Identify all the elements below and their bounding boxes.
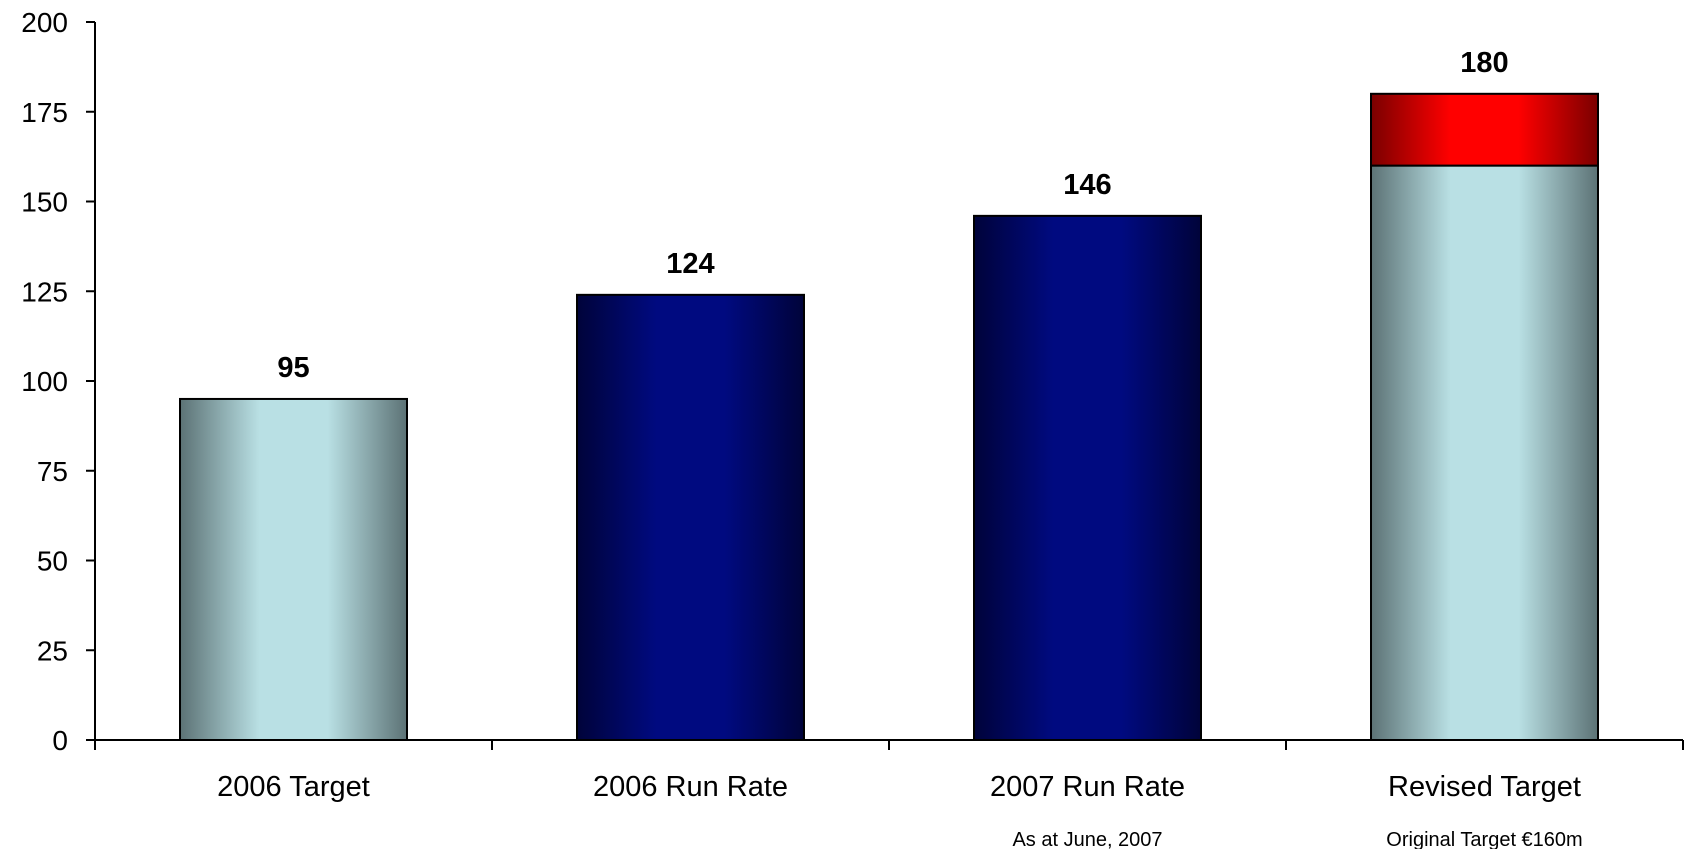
bar-revised-target [1370,164,1599,742]
data-label: 95 [277,352,309,384]
bar-revised-target-segment-2 [1370,92,1599,167]
y-tick-label: 75 [37,456,68,487]
y-tick-label: 25 [37,635,68,666]
x-category-label: 2006 Target [217,771,370,803]
y-tick-label: 175 [21,97,68,128]
bars-layer [179,92,1599,742]
bar-2007-run-rate [973,214,1202,742]
category-note: Original Target €160m [1386,829,1582,849]
category-note: As at June, 2007 [1012,829,1162,849]
y-tick-label: 125 [21,276,68,307]
y-tick-label: 50 [37,546,68,577]
y-tick-label: 100 [21,366,68,397]
x-category-label: 2006 Run Rate [593,771,788,803]
y-tick-label: 200 [21,7,68,38]
x-category-label: 2007 Run Rate [990,771,1185,803]
bar-2006-target [179,397,408,741]
x-category-label: Revised Target [1388,771,1581,803]
y-tick-label: 0 [52,725,68,756]
axes-layer [86,21,1684,750]
data-label: 180 [1460,47,1508,79]
data-label: 146 [1063,169,1111,201]
data-label: 124 [666,248,714,280]
y-tick-label: 150 [21,187,68,218]
bar-2006-run-rate [576,293,805,741]
labels-layer: 0 25 50 75 100 125 150 175 200 95 124 146 180 2006 Ta… [21,7,1582,849]
